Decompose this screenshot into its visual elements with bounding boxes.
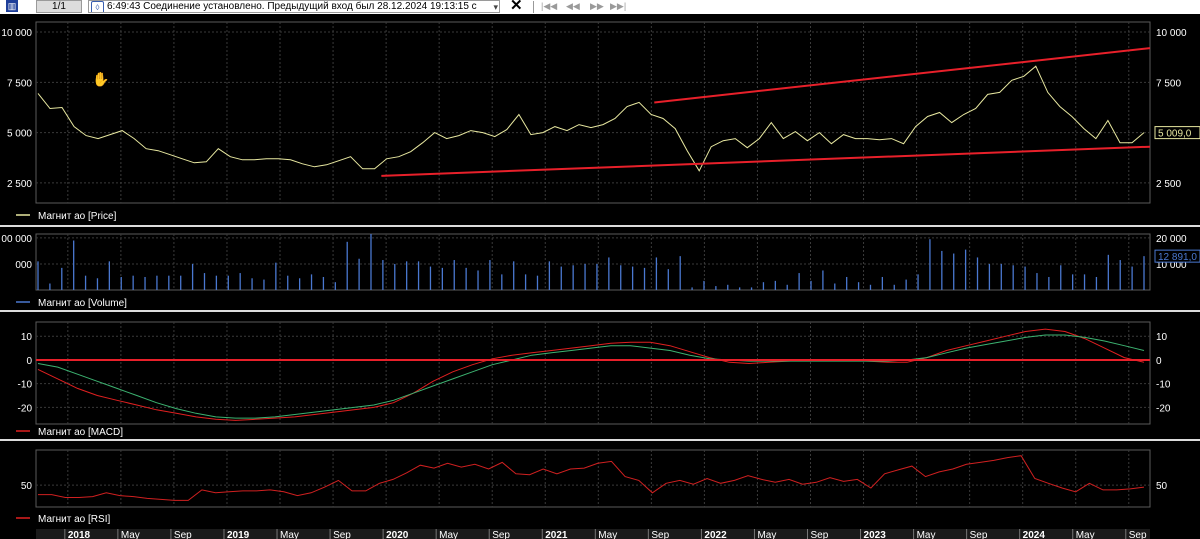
time-axis-label: 2020 (386, 530, 409, 539)
y-tick-label-right: -10 (1156, 380, 1171, 391)
y-tick-label-right: -20 (1156, 403, 1171, 414)
legend-label: Магнит ао [Volume] (38, 298, 127, 309)
trend-line (654, 47, 1151, 104)
y-tick-label-right: 20 000 (1156, 234, 1187, 245)
pane-frame (35, 449, 1151, 508)
pane-1: 20 000 00 000 10 000 000 12 891,0 Магнит ао [… (1, 233, 1200, 309)
toolbar: ▥ 1/1 ◊ 6:49:43 Соединение установлено. … (0, 0, 1200, 14)
hand-cursor-icon: ✋ (92, 71, 109, 87)
y-tick-label-left: 0 (26, 356, 32, 367)
y-tick-label-left: -20 (18, 403, 33, 414)
nav-prev-icon[interactable]: ◀◀ (566, 1, 580, 11)
time-axis-label: May (439, 530, 458, 539)
pane-frame (35, 233, 1151, 291)
y-tick-label-left: 000 (15, 260, 32, 271)
y-tick-label-right: 10 000 (1156, 28, 1187, 39)
pane-divider (0, 225, 1200, 227)
trend-line (381, 145, 1151, 177)
y-tick-label-right: 10 000 (1156, 260, 1187, 271)
time-axis-label: 2023 (864, 530, 887, 539)
time-axis-label: May (757, 530, 776, 539)
pane-divider (0, 310, 1200, 312)
time-axis-label: May (917, 530, 936, 539)
time-axis-label: 2019 (227, 530, 250, 539)
status-text: 6:49:43 Соединение установлено. Предыдущ… (107, 1, 477, 12)
legend-label: Магнит ао [RSI] (38, 514, 110, 525)
legend-label: Магнит ао [MACD] (38, 427, 123, 438)
y-tick-label-left: 10 (21, 332, 33, 343)
y-tick-label-right: 50 (1156, 481, 1168, 492)
y-tick-label-left: 5 000 (7, 129, 32, 140)
time-axis-label: Sep (651, 530, 669, 539)
time-axis-label: Sep (970, 530, 988, 539)
y-tick-label-left: -10 (18, 380, 33, 391)
shield-icon: ◊ (91, 1, 104, 12)
nav-next-icon[interactable]: ▶▶ (590, 1, 604, 11)
chevron-down-icon[interactable]: ▾ (493, 2, 498, 12)
time-axis-label: 2018 (68, 530, 91, 539)
time-axis-label: Sep (174, 530, 192, 539)
time-axis-label: Sep (333, 530, 351, 539)
pane-frame (35, 321, 1151, 425)
time-axis-band (36, 529, 1150, 539)
status-bar: ◊ 6:49:43 Соединение установлено. Предыд… (88, 0, 500, 13)
time-axis-label: Sep (492, 530, 510, 539)
window-counter[interactable]: 1/1 (36, 0, 82, 13)
y-tick-label-left: 7 500 (7, 78, 32, 89)
nav-first-icon[interactable]: |◀◀ (541, 1, 558, 11)
time-axis-label: May (121, 530, 140, 539)
time-axis-label: Sep (1129, 530, 1147, 539)
last-value-box (1154, 249, 1200, 263)
time-axis-label: May (280, 530, 299, 539)
series-line (37, 328, 1145, 421)
last-value-label: 12 891,0 (1158, 252, 1197, 263)
time-axis-label: 2021 (545, 530, 568, 539)
last-value-box (1154, 126, 1200, 140)
pane-3: 50 50 Магнит ао [RSI] (16, 449, 1168, 525)
y-tick-label-left: 50 (21, 481, 33, 492)
pane-2: 10 10 0 0 -10 -10 -20 -20 Магнит ао [MACD] (16, 321, 1171, 438)
y-tick-label-right: 7 500 (1156, 78, 1181, 89)
time-axis-label: 2024 (1023, 530, 1046, 539)
y-tick-label-right: 0 (1156, 356, 1162, 367)
series-line (37, 65, 1145, 172)
pane-divider (0, 439, 1200, 441)
time-axis-label: May (1076, 530, 1095, 539)
y-tick-label-left: 00 000 (1, 234, 32, 245)
legend-label: Магнит ао [Price] (38, 211, 117, 222)
time-axis-label: May (598, 530, 617, 539)
time-axis-label: 2022 (704, 530, 727, 539)
app-icon[interactable]: ▥ (6, 0, 18, 12)
last-value-label: 5 009,0 (1158, 129, 1192, 140)
time-axis-label: Sep (810, 530, 828, 539)
y-tick-label-left: 10 000 (1, 28, 32, 39)
y-tick-label-right: 10 (1156, 332, 1168, 343)
series-line (37, 334, 1145, 419)
y-tick-label-left: 2 500 (7, 179, 32, 190)
nav-last-icon[interactable]: ▶▶| (610, 1, 627, 11)
series-line (38, 455, 1145, 501)
close-icon[interactable]: ✕ (510, 0, 523, 14)
y-tick-label-right: 2 500 (1156, 179, 1181, 190)
divider (533, 1, 534, 13)
pane-frame (35, 21, 1151, 204)
